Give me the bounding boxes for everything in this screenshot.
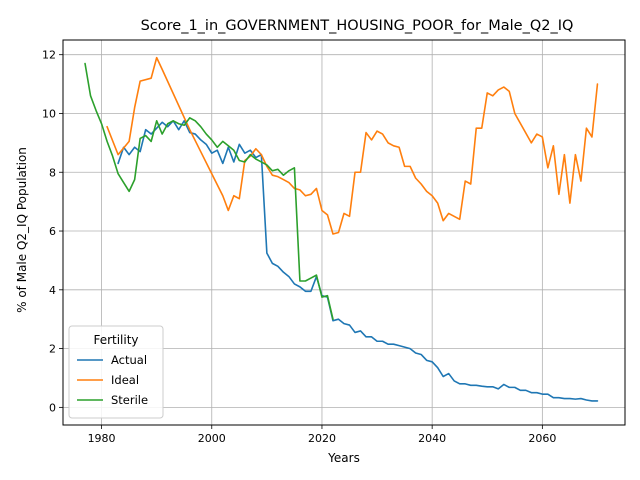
series-line-actual (117, 120, 599, 402)
grid (63, 40, 625, 425)
legend-title: Fertility (93, 333, 138, 347)
legend-label-ideal: Ideal (111, 373, 139, 387)
x-tick-label: 1980 (88, 432, 116, 445)
series-line-sterile (84, 62, 334, 320)
y-axis-label: % of Male Q2_IQ Population (15, 147, 29, 313)
x-tick-label: 2060 (528, 432, 556, 445)
series-layer (84, 56, 599, 402)
plot-frame (62, 39, 626, 426)
y-tick-label: 6 (49, 225, 56, 238)
chart-title: Score_1_in_GOVERNMENT_HOUSING_POOR_for_M… (141, 18, 574, 34)
y-tick-label: 8 (49, 166, 56, 179)
y-tick-label: 2 (49, 343, 56, 356)
series-line-ideal (106, 56, 599, 235)
y-tick-label: 10 (42, 107, 56, 120)
legend: Fertility Actual Ideal Sterile (68, 325, 164, 419)
y-axis: 0 2 4 6 8 10 12 (42, 49, 63, 414)
y-tick-label: 4 (49, 284, 56, 297)
x-tick-label: 2040 (418, 432, 446, 445)
x-axis: 1980 2000 2020 2040 2060 (88, 425, 556, 445)
x-axis-label: Years (327, 451, 360, 465)
legend-box (68, 325, 164, 419)
legend-label-sterile: Sterile (111, 393, 148, 407)
y-tick-label: 0 (49, 401, 56, 414)
x-tick-label: 2020 (308, 432, 336, 445)
y-tick-label: 12 (42, 49, 56, 62)
legend-label-actual: Actual (111, 353, 147, 367)
x-tick-label: 2000 (198, 432, 226, 445)
